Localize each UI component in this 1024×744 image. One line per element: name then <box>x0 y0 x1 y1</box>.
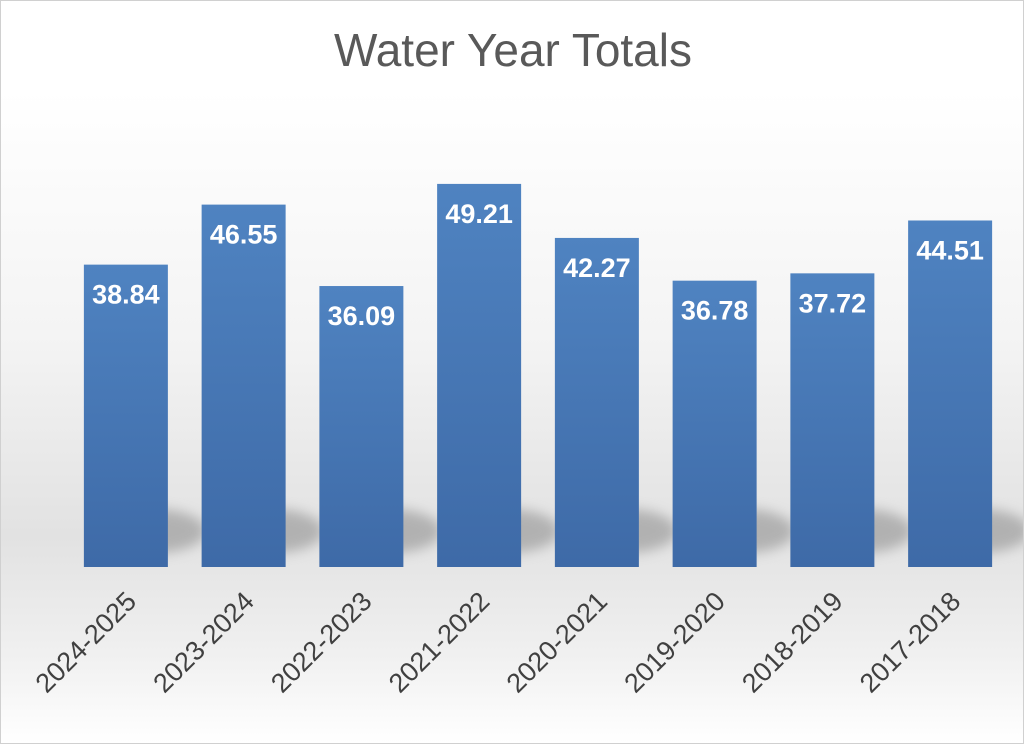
bar-2021-2022 <box>437 183 522 567</box>
data-label: 37.72 <box>799 288 867 318</box>
bar-2017-2018 <box>908 220 993 567</box>
data-label: 36.78 <box>681 296 749 326</box>
bar-2023-2024 <box>201 204 286 567</box>
x-tick-label: 2021-2022 <box>383 586 496 699</box>
x-tick-label: 2023-2024 <box>147 586 260 699</box>
x-tick-label: 2022-2023 <box>265 586 378 699</box>
bar-2022-2023 <box>319 286 404 567</box>
bar-2024-2025 <box>83 264 168 567</box>
data-label: 49.21 <box>445 199 513 229</box>
x-tick-label: 2017-2018 <box>854 586 967 699</box>
x-tick-label: 2019-2020 <box>618 586 731 699</box>
data-label: 38.84 <box>92 280 160 310</box>
bar-2019-2020 <box>672 280 757 567</box>
data-label: 42.27 <box>563 253 631 283</box>
bar-2018-2019 <box>790 273 875 567</box>
data-label: 36.09 <box>328 301 396 331</box>
x-tick-label: 2020-2021 <box>501 586 614 699</box>
bar-2020-2021 <box>554 237 639 568</box>
x-tick-label: 2024-2025 <box>30 586 143 699</box>
chart-title: Water Year Totals <box>334 24 692 76</box>
data-label: 46.55 <box>210 220 278 250</box>
data-label: 44.51 <box>916 235 984 265</box>
x-tick-label: 2018-2019 <box>736 586 849 699</box>
